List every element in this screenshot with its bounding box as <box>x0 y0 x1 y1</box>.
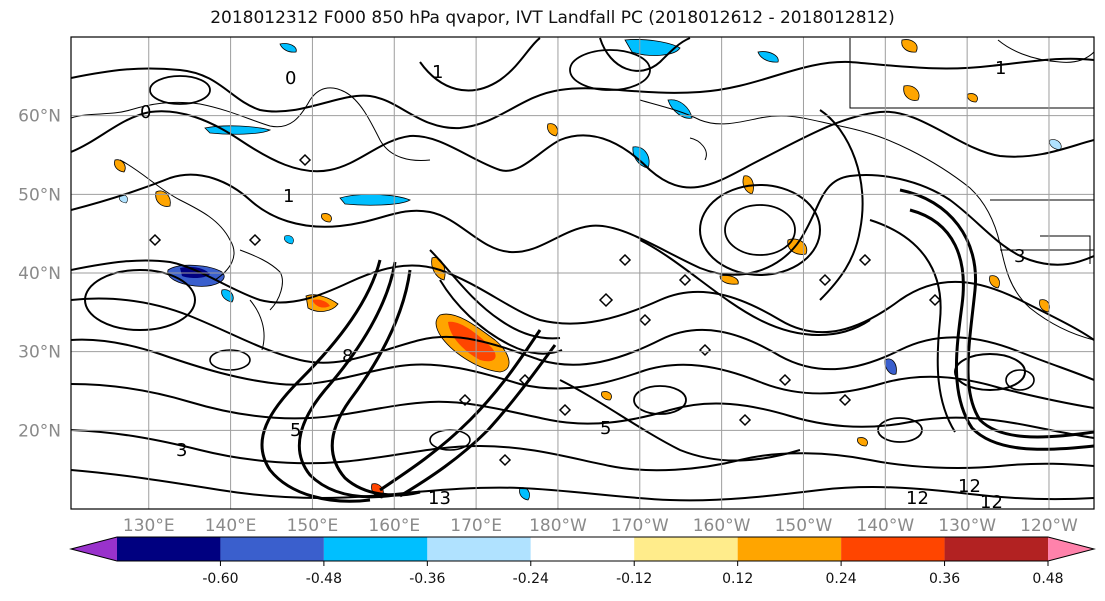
contour-label: 1 <box>432 62 443 83</box>
contour-label: 0 <box>140 102 151 123</box>
colorbar-outline <box>69 536 1096 562</box>
latitude-label: 50°N <box>18 185 61 205</box>
colorbar-segment <box>220 537 324 561</box>
qvapor-anomaly-layer <box>114 39 1062 501</box>
map-gridlines <box>71 37 1094 509</box>
contour-label: 0 <box>285 68 296 89</box>
latitude-label: 40°N <box>18 264 61 284</box>
longitude-label: 160°E <box>368 516 420 536</box>
colorbar-segment <box>841 537 945 561</box>
contour-label: 12 <box>906 488 929 509</box>
longitude-label: 150°E <box>287 516 339 536</box>
latitude-labels: 60°N 50°N 40°N 30°N 20°N <box>18 107 61 442</box>
contour-label: 1 <box>995 58 1006 79</box>
contour-label: 5 <box>290 420 301 441</box>
latitude-label: 60°N <box>18 107 61 127</box>
longitude-label: 150°W <box>775 516 833 536</box>
map-border <box>70 36 1095 510</box>
colorbar-extend-low <box>71 537 117 561</box>
colorbar-segment <box>323 537 428 561</box>
colorbar-segment <box>530 537 635 561</box>
colorbar-tick-labels: -0.60 -0.48 -0.36 -0.24 -0.12 0.12 0.24 0.36 0.4… <box>202 561 1064 587</box>
contour-label: 13 <box>428 488 451 509</box>
colorbar-tick-label: -0.12 <box>616 571 652 587</box>
contour-label: 8 <box>342 346 353 367</box>
contour-label: 1 <box>283 186 294 207</box>
colorbar-segment <box>427 537 531 561</box>
contour-label: 3 <box>1014 246 1025 267</box>
latitude-label: 30°N <box>18 343 61 363</box>
colorbar-segment <box>944 537 1048 561</box>
latitude-label: 20°N <box>18 421 61 441</box>
contour-label: 3 <box>176 440 187 461</box>
longitude-label: 140°E <box>205 516 257 536</box>
colorbar-tick-label: -0.36 <box>409 571 445 587</box>
longitude-label: 130°E <box>123 516 175 536</box>
colorbar-segment <box>737 537 842 561</box>
colorbar-tick-label: 0.24 <box>826 571 857 587</box>
colorbar-segment <box>634 537 738 561</box>
colorbar-extend-high <box>1048 537 1094 561</box>
colorbar-tick-label: -0.60 <box>202 571 238 587</box>
longitude-label: 120°W <box>1020 516 1078 536</box>
colorbar-tick-label: 0.36 <box>929 571 960 587</box>
colorbar-segment <box>117 537 221 561</box>
longitude-label: 170°W <box>611 516 669 536</box>
contour-label: 12 <box>980 492 1003 513</box>
contour-label-layer: 0 1 1 0 1 3 5 8 13 12 12 12 3 5 <box>140 58 1025 513</box>
colorbar-tick-label: 0.12 <box>722 571 753 587</box>
colorbar-tick-label: 0.48 <box>1032 571 1063 587</box>
map-title: 2018012312 F000 850 hPa qvapor, IVT Land… <box>210 8 895 28</box>
longitude-labels: 130°E 140°E 150°E 160°E 170°E 180°W 170°W 160°W… <box>123 516 1078 536</box>
longitude-label: 170°E <box>450 516 502 536</box>
longitude-label: 160°W <box>693 516 751 536</box>
longitude-label: 140°W <box>856 516 914 536</box>
contour-label: 5 <box>600 418 611 439</box>
contour-label: 12 <box>958 476 981 497</box>
longitude-label: 130°W <box>938 516 996 536</box>
longitude-label: 180°W <box>529 516 587 536</box>
colorbar <box>69 536 1096 562</box>
colorbar-tick-label: -0.48 <box>306 571 342 587</box>
colorbar-tick-label: -0.24 <box>513 571 549 587</box>
